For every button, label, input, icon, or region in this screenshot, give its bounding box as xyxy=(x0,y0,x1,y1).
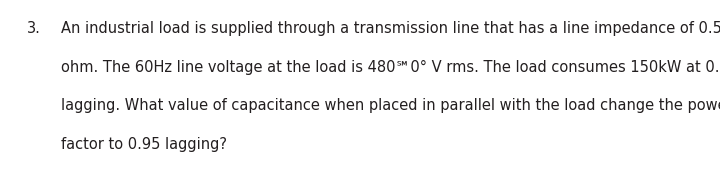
Text: 3.: 3. xyxy=(27,21,41,37)
Text: lagging. What value of capacitance when placed in parallel with the load change : lagging. What value of capacitance when … xyxy=(61,98,720,113)
Text: An industrial load is supplied through a transmission line that has a line imped: An industrial load is supplied through a… xyxy=(61,21,720,37)
Text: factor to 0.95 lagging?: factor to 0.95 lagging? xyxy=(61,137,228,152)
Text: ohm. The 60Hz line voltage at the load is 480℠0° V rms. The load consumes 150kW : ohm. The 60Hz line voltage at the load i… xyxy=(61,60,720,75)
